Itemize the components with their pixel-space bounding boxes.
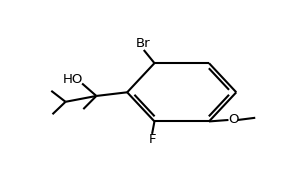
Text: F: F [148, 133, 156, 146]
Text: O: O [229, 113, 239, 127]
Text: HO: HO [63, 73, 83, 86]
Text: Br: Br [135, 37, 150, 50]
